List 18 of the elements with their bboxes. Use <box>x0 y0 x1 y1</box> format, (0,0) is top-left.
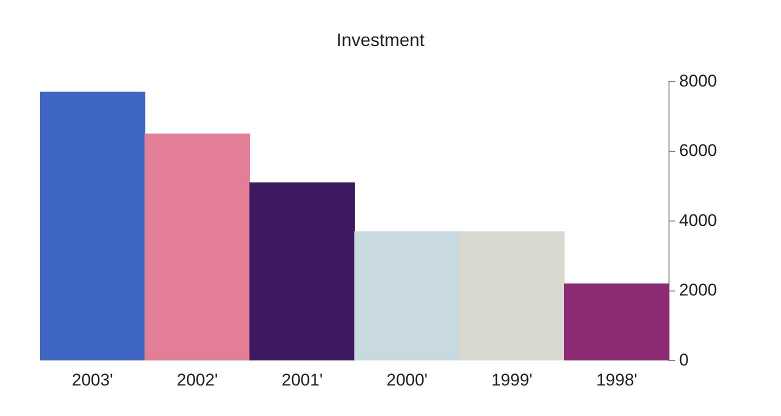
bar <box>249 182 355 360</box>
x-tick-label: 2003' <box>72 370 113 390</box>
x-tick-label: 2002' <box>176 370 218 390</box>
y-tick-label: 0 <box>679 350 689 370</box>
bar <box>459 231 565 360</box>
x-tick-label: 1999' <box>491 370 532 390</box>
x-tick-label: 2001' <box>282 370 323 390</box>
x-tick-label: 2000' <box>386 370 428 390</box>
chart-title: Investment <box>336 30 425 50</box>
bar <box>40 92 146 360</box>
x-tick-label: 1998' <box>596 370 638 390</box>
bar <box>564 284 670 360</box>
y-tick-label: 2000 <box>679 280 718 300</box>
bar <box>354 231 460 360</box>
y-tick-label: 8000 <box>679 71 718 90</box>
bar <box>144 134 250 360</box>
y-tick-label: 4000 <box>679 210 718 230</box>
y-tick-label: 6000 <box>679 141 718 160</box>
